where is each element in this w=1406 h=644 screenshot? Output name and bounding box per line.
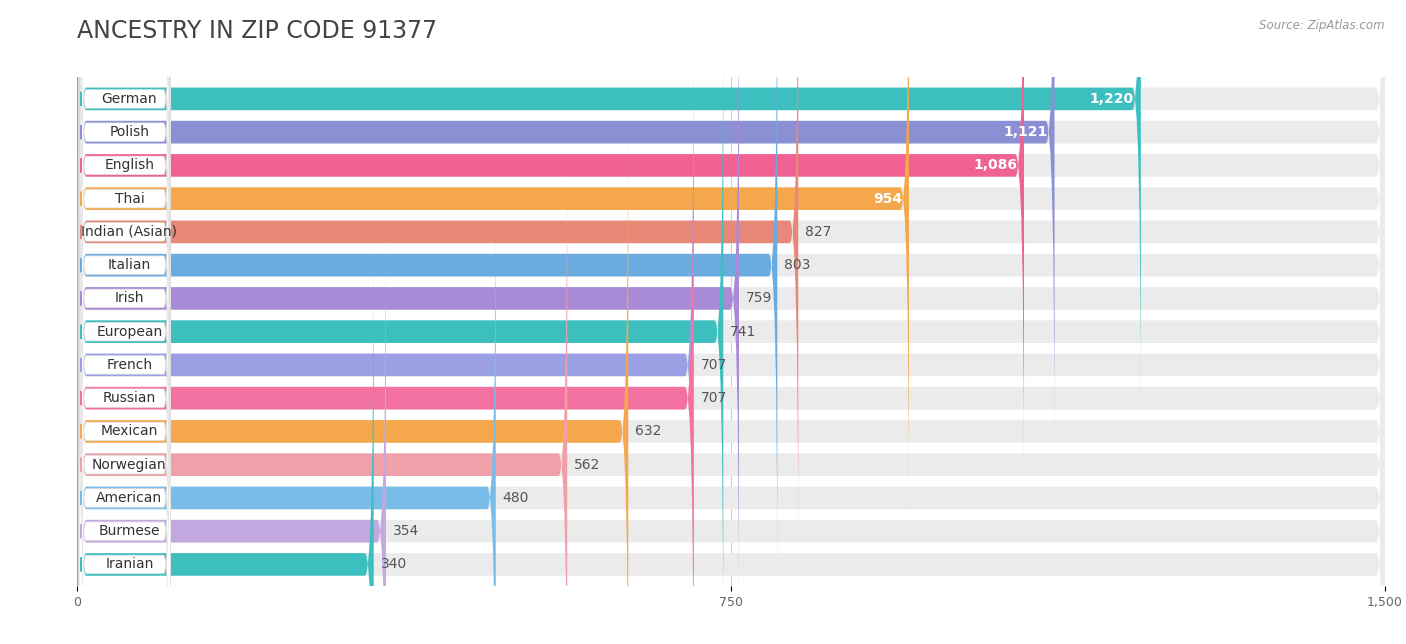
FancyBboxPatch shape [77, 0, 778, 587]
FancyBboxPatch shape [79, 0, 170, 389]
Text: Polish: Polish [110, 125, 149, 139]
FancyBboxPatch shape [77, 77, 693, 644]
Text: European: European [96, 325, 163, 339]
FancyBboxPatch shape [79, 8, 170, 522]
Text: 340: 340 [381, 558, 406, 571]
FancyBboxPatch shape [77, 44, 1385, 644]
Text: Mexican: Mexican [101, 424, 157, 439]
Text: 803: 803 [785, 258, 811, 272]
FancyBboxPatch shape [77, 144, 567, 644]
Text: Indian (Asian): Indian (Asian) [82, 225, 177, 239]
Text: 827: 827 [806, 225, 831, 239]
FancyBboxPatch shape [79, 42, 170, 555]
Text: English: English [104, 158, 155, 173]
FancyBboxPatch shape [79, 0, 170, 422]
FancyBboxPatch shape [79, 108, 170, 621]
Text: Burmese: Burmese [98, 524, 160, 538]
Text: Iranian: Iranian [105, 558, 153, 571]
FancyBboxPatch shape [79, 175, 170, 644]
FancyBboxPatch shape [79, 241, 170, 644]
FancyBboxPatch shape [77, 0, 1385, 453]
FancyBboxPatch shape [77, 176, 496, 644]
Text: French: French [107, 358, 152, 372]
FancyBboxPatch shape [79, 0, 170, 355]
Text: 1,121: 1,121 [1004, 125, 1047, 139]
FancyBboxPatch shape [77, 0, 799, 553]
FancyBboxPatch shape [77, 0, 1385, 487]
Text: 759: 759 [747, 291, 772, 305]
FancyBboxPatch shape [77, 210, 1385, 644]
Text: 954: 954 [873, 192, 903, 205]
Text: 562: 562 [574, 458, 600, 471]
FancyBboxPatch shape [79, 75, 170, 589]
Text: Norwegian: Norwegian [93, 458, 167, 471]
FancyBboxPatch shape [77, 0, 1140, 420]
FancyBboxPatch shape [77, 0, 740, 620]
FancyBboxPatch shape [77, 176, 1385, 644]
FancyBboxPatch shape [77, 110, 1385, 644]
Text: Source: ZipAtlas.com: Source: ZipAtlas.com [1260, 19, 1385, 32]
FancyBboxPatch shape [79, 0, 170, 489]
Text: 741: 741 [730, 325, 756, 339]
FancyBboxPatch shape [79, 308, 170, 644]
FancyBboxPatch shape [77, 10, 723, 644]
FancyBboxPatch shape [77, 0, 1385, 620]
Text: ANCESTRY IN ZIP CODE 91377: ANCESTRY IN ZIP CODE 91377 [77, 19, 437, 43]
Text: 1,220: 1,220 [1090, 92, 1133, 106]
FancyBboxPatch shape [77, 0, 1385, 420]
FancyBboxPatch shape [77, 0, 1385, 553]
FancyBboxPatch shape [77, 243, 374, 644]
FancyBboxPatch shape [77, 243, 1385, 644]
FancyBboxPatch shape [79, 142, 170, 644]
FancyBboxPatch shape [77, 0, 1385, 520]
FancyBboxPatch shape [77, 77, 1385, 644]
Text: 632: 632 [636, 424, 662, 439]
Text: Irish: Irish [115, 291, 145, 305]
Text: German: German [101, 92, 157, 106]
Text: 707: 707 [700, 358, 727, 372]
FancyBboxPatch shape [77, 0, 1385, 587]
Text: 707: 707 [700, 391, 727, 405]
Text: Italian: Italian [108, 258, 150, 272]
Text: 354: 354 [392, 524, 419, 538]
Text: 1,086: 1,086 [973, 158, 1017, 173]
FancyBboxPatch shape [77, 44, 693, 644]
FancyBboxPatch shape [79, 208, 170, 644]
FancyBboxPatch shape [77, 10, 1385, 644]
Text: Russian: Russian [103, 391, 156, 405]
Text: Thai: Thai [114, 192, 145, 205]
FancyBboxPatch shape [79, 274, 170, 644]
FancyBboxPatch shape [77, 110, 628, 644]
FancyBboxPatch shape [77, 0, 1054, 453]
FancyBboxPatch shape [77, 0, 1024, 487]
FancyBboxPatch shape [77, 144, 1385, 644]
FancyBboxPatch shape [77, 210, 385, 644]
FancyBboxPatch shape [79, 0, 170, 455]
Text: American: American [97, 491, 163, 505]
FancyBboxPatch shape [77, 0, 908, 520]
Text: 480: 480 [503, 491, 529, 505]
